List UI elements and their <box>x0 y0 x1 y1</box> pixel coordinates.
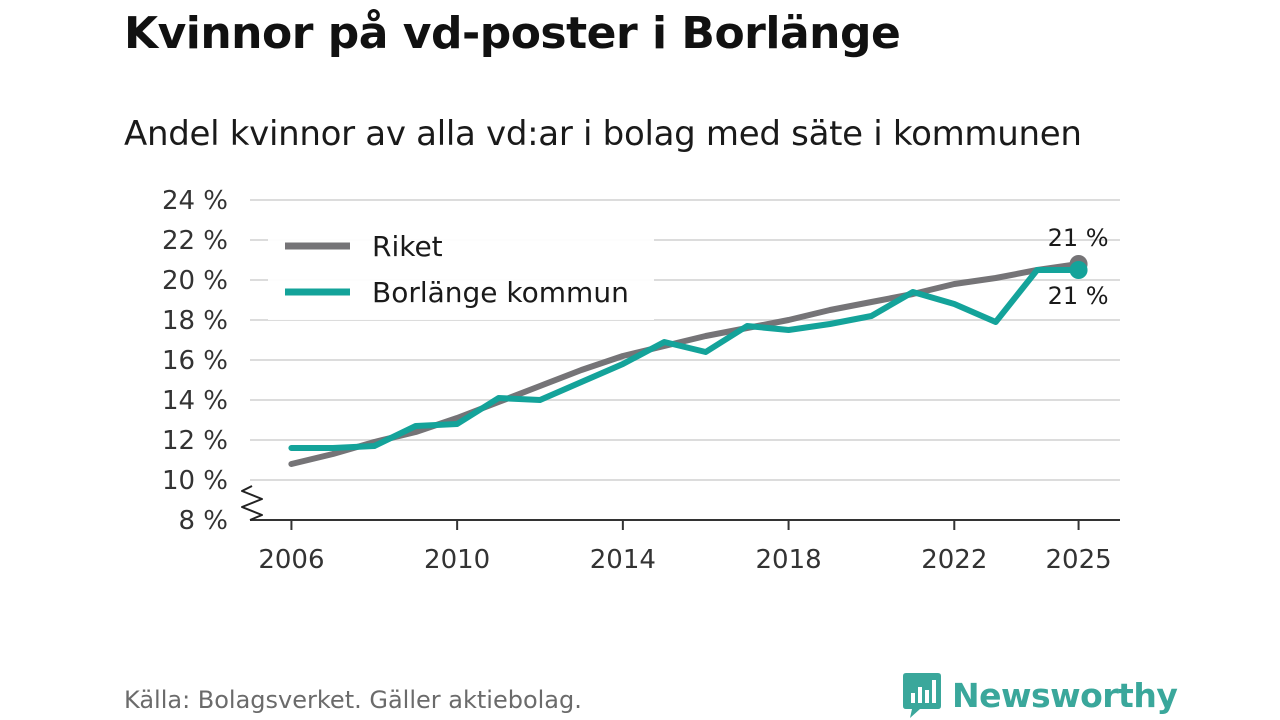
y-tick-label: 16 % <box>162 346 228 376</box>
y-tick-label: 8 % <box>178 506 228 536</box>
brand-logo: Newsworthy <box>902 670 1178 720</box>
newsworthy-logo-icon <box>903 673 941 718</box>
y-tick-label: 10 % <box>162 466 228 496</box>
brand-name: Newsworthy <box>952 675 1178 715</box>
y-tick-label: 18 % <box>162 306 228 336</box>
x-tick-label: 2025 <box>1045 545 1111 575</box>
y-tick-label: 14 % <box>162 386 228 416</box>
x-tick-label: 2018 <box>755 545 821 575</box>
y-tick-label: 20 % <box>162 266 228 296</box>
axis-break-icon <box>241 485 263 521</box>
x-tick-label: 2006 <box>258 545 324 575</box>
y-tick-label: 24 % <box>162 186 228 216</box>
y-tick-label: 12 % <box>162 426 228 456</box>
legend-label-borlange: Borlänge kommun <box>372 276 629 309</box>
x-tick-label: 2022 <box>921 545 987 575</box>
series-line-borlange <box>288 267 1082 451</box>
series-line-riket <box>288 261 1082 467</box>
end-label-riket: 21 % <box>1048 224 1109 252</box>
chart-subtitle: Andel kvinnor av alla vd:ar i bolag med … <box>124 114 1082 154</box>
source-note: Källa: Bolagsverket. Gäller aktiebolag. <box>124 686 582 714</box>
chart-title: Kvinnor på vd-poster i Borlänge <box>124 8 901 59</box>
end-marker-borlange <box>1069 261 1088 279</box>
y-tick-label: 22 % <box>162 226 228 256</box>
legend-label-riket: Riket <box>372 230 443 263</box>
legend-background <box>268 218 654 320</box>
x-tick-label: 2010 <box>424 545 490 575</box>
x-tick-label: 2014 <box>590 545 656 575</box>
end-label-borlange: 21 % <box>1048 282 1109 310</box>
